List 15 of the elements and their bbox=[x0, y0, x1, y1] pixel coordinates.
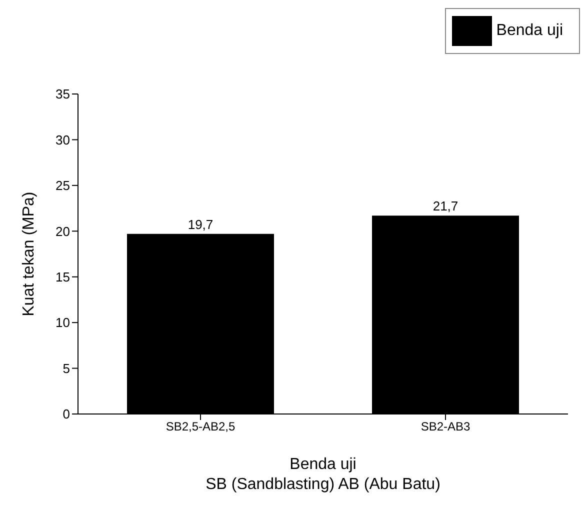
data-label: 19,7 bbox=[188, 216, 214, 232]
y-tick-label: 5 bbox=[62, 360, 70, 376]
y-tick-label: 35 bbox=[56, 86, 70, 102]
y-tick-label: 20 bbox=[56, 224, 70, 239]
y-tick-label: 15 bbox=[56, 269, 70, 284]
y-tick-label: 30 bbox=[56, 132, 70, 148]
y-tick-label: 25 bbox=[56, 178, 70, 194]
x-tick-label: SB2-AB3 bbox=[420, 420, 471, 434]
y-tick-label: 0 bbox=[62, 406, 70, 422]
legend-label: Benda uji bbox=[496, 22, 563, 40]
y-axis-title: Kuat tekan (MPa) bbox=[20, 192, 38, 316]
x-axis-title: Benda uji SB (Sandblasting) AB (Abu Batu) bbox=[206, 456, 440, 493]
x-tick-label: SB2,5-AB2,5 bbox=[166, 420, 236, 434]
data-label: 21,7 bbox=[432, 198, 458, 214]
y-tick-label: 10 bbox=[56, 315, 70, 330]
